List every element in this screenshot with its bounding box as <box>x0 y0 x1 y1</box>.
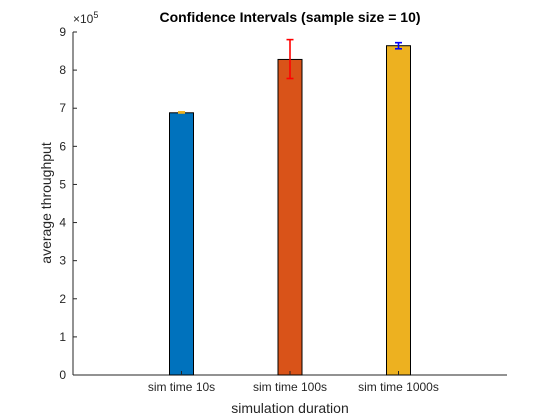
x-axis-label: simulation duration <box>231 400 349 416</box>
y-exponent-power: 5 <box>93 10 98 20</box>
error-bar <box>286 38 294 80</box>
y-tick-label: 9 <box>59 25 66 39</box>
y-tick-label: 7 <box>59 101 66 115</box>
y-tick-label: 8 <box>59 63 66 77</box>
y-tick-label: 6 <box>59 139 66 153</box>
chart-title: Confidence Intervals (sample size = 10) <box>159 9 420 25</box>
y-tick-label: 1 <box>59 330 66 344</box>
y-exponent-base: ×10 <box>73 12 94 26</box>
y-tick-label: 0 <box>59 368 66 382</box>
y-axis-exponent: ×105 <box>73 10 98 26</box>
y-axis-label: average throughput <box>38 142 54 264</box>
y-tick-label: 5 <box>59 177 66 191</box>
y-tick-label: 3 <box>59 254 66 268</box>
y-tick-label: 4 <box>59 216 66 230</box>
x-tick-label: sim time 1000s <box>358 380 439 394</box>
bar <box>386 45 411 376</box>
error-bars <box>178 38 402 114</box>
error-bar <box>178 111 185 114</box>
y-ticks: 0 1 2 3 4 5 6 7 8 9 <box>59 25 77 382</box>
bar <box>277 58 303 376</box>
bar <box>169 112 194 376</box>
x-tick-label: sim time 10s <box>148 380 215 394</box>
x-ticks: sim time 10s sim time 100s sim time 1000s <box>148 371 439 394</box>
bars <box>169 45 411 376</box>
x-tick-label: sim time 100s <box>253 380 327 394</box>
error-bar <box>395 41 402 50</box>
y-tick-label: 2 <box>59 292 66 306</box>
